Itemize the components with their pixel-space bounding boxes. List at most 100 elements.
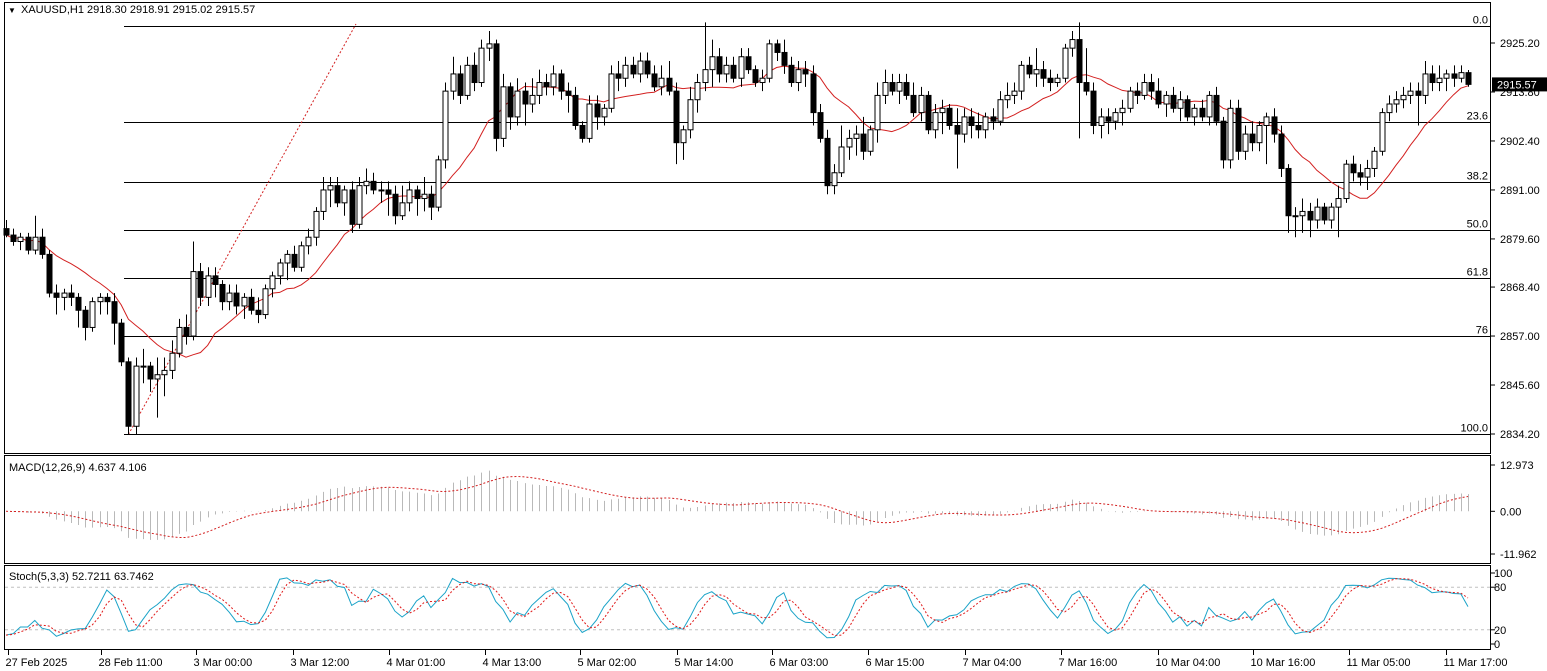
candle [1371,146,1378,178]
macd-label: MACD(12,26,9) 4.637 4.106 [9,462,147,474]
candle [25,232,32,255]
candle [313,207,320,246]
candle-body [824,137,831,187]
candle-body [233,292,240,307]
candle-body [1090,90,1097,126]
candle-body [673,90,680,144]
time-tick-label: 10 Mar 16:00 [1251,657,1316,669]
candle [622,56,629,87]
candle-body [882,82,889,96]
candle [982,112,989,139]
time-axis: 27 Feb 2025 28 Feb 11:00 3 Mar 00:00 3 Mar … [6,650,1508,669]
stoch-tick-label: 100 [1494,568,1512,580]
candle [1249,121,1256,152]
time-tick-label: 27 Feb 2025 [6,657,68,669]
candle [723,56,730,83]
candle-body [579,124,586,139]
candle [824,129,831,195]
candles [3,22,1472,435]
candle-body [363,180,370,187]
candle-body [1357,172,1364,178]
candle [406,181,413,212]
candle [925,91,932,135]
candle-body [903,82,910,96]
candle [594,95,601,130]
candle-body [291,253,298,268]
candle-body [550,73,557,88]
candle-body [1371,150,1378,169]
fib-label: 23.6 [1467,111,1488,123]
candle [1443,69,1450,92]
candle [1069,30,1076,57]
candle [932,104,939,139]
candle-body [255,309,262,316]
candle [370,172,377,195]
candle-body [1278,133,1285,169]
candle-body [507,86,514,118]
candle [46,250,53,298]
candle-body [46,253,53,294]
candle [615,61,622,92]
candle [118,318,125,367]
candle [1220,116,1227,169]
macd-series [5,470,1469,540]
candle-body [1393,99,1400,105]
candle-body [1004,94,1011,101]
time-tick-label: 4 Mar 13:00 [483,657,542,669]
candle [774,39,781,62]
candle [161,357,168,397]
candle [1422,61,1429,105]
fib-label: 0.0 [1473,15,1488,27]
candle [1343,159,1350,203]
macd-panel[interactable] [4,455,1491,564]
candle-body [370,180,377,191]
candle [356,177,363,229]
candle-body [471,64,478,84]
candle [1299,198,1306,233]
candle [572,86,579,130]
candle-body [1443,73,1450,79]
candle [810,65,817,126]
candle [759,69,766,92]
fib-label: 50.0 [1467,219,1488,231]
candle-body [75,296,82,311]
candle [32,215,39,255]
candle-body [219,283,226,303]
candle-body [442,90,449,161]
candle-body [1307,210,1314,221]
candle-body [1235,107,1242,152]
candle [896,73,903,105]
candle [939,99,946,135]
candle-body [1321,206,1328,221]
candle [1090,82,1097,135]
candle [1134,82,1141,105]
stoch-panel[interactable] [4,565,1491,650]
candle [464,56,471,100]
macd-tick-label: 0.00 [1500,506,1521,518]
candle [53,284,60,315]
price-tick-label: 2834.20 [1500,429,1540,441]
candle-body [752,69,759,84]
candle-body [1206,94,1213,118]
candle [1256,121,1263,152]
candle-body [810,73,817,114]
candle [97,293,104,315]
candle [1177,91,1184,122]
stoch-axis: 100 80 20 0 [1490,568,1512,651]
candle-body [666,77,673,92]
price-tick-label: 2879.60 [1500,234,1540,246]
candle-body [637,60,644,75]
candle-body [399,202,406,217]
candle [702,22,709,92]
candle-body [284,253,291,264]
price-panel[interactable] [4,2,1491,454]
candle [1379,108,1386,156]
candle-body [1343,163,1350,200]
candle-body [1429,73,1436,84]
candle [17,232,24,251]
candle [1407,82,1414,105]
candle [176,318,183,358]
candle-body [1400,94,1407,101]
candle [680,125,687,160]
